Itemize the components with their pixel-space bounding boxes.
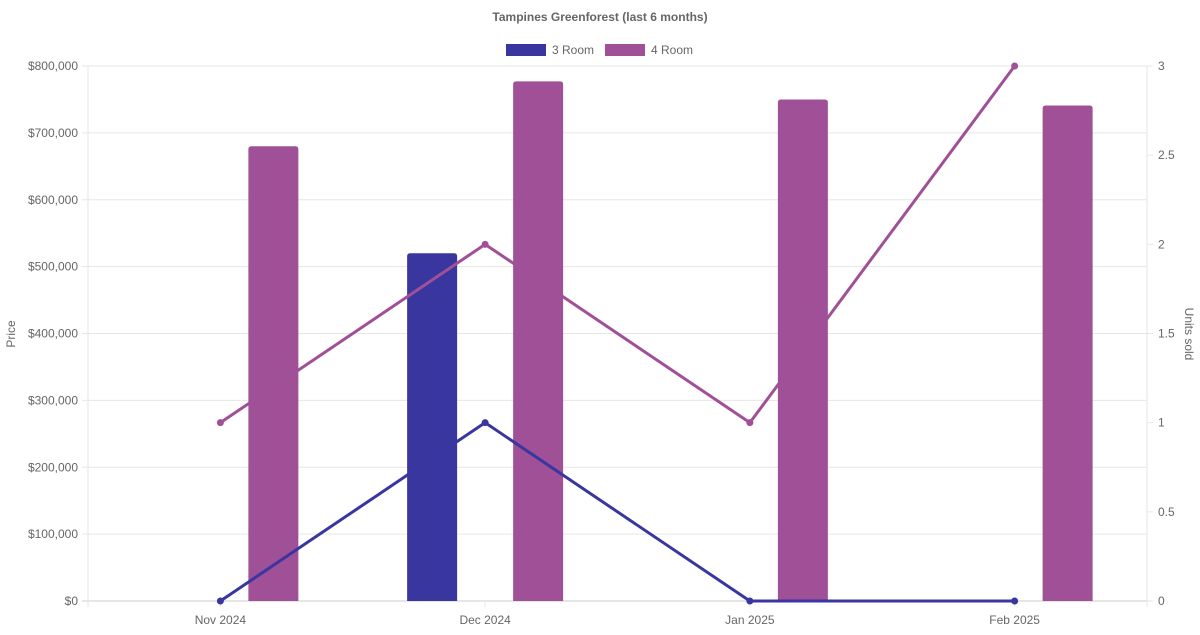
lines [216,62,1019,605]
y-right-tick-label: 1.5 [1158,327,1175,341]
y-right-tick-label: 2.5 [1158,148,1175,162]
bar-3-room[interactable] [407,253,458,601]
point-3-room[interactable] [746,597,754,605]
point-3-room[interactable] [216,597,224,605]
y-left-tick-label: $0 [65,594,79,608]
point-3-room[interactable] [481,419,489,427]
legend-label-3-room[interactable]: 3 Room [552,43,594,57]
point-4-room[interactable] [216,419,224,427]
x-tick-label: Jan 2025 [725,613,775,627]
chart-title: Tampines Greenforest (last 6 months) [492,10,707,24]
line-4-room [219,65,1016,425]
y-right-tick-label: 3 [1158,59,1165,73]
bar-4-room[interactable] [248,146,299,601]
point-4-room[interactable] [1011,62,1019,70]
y-right-tick-label: 0.5 [1158,505,1175,519]
axes: $0 $100,000 $200,000 $300,000 $400,000 $500,0… [28,59,1175,627]
y-left-tick-label: $600,000 [28,193,78,207]
y-left-tick-label: $100,000 [28,527,78,541]
y-left-tick-label: $700,000 [28,126,78,140]
y-axis-right-title: Units sold [1182,308,1196,361]
y-right-tick-label: 2 [1158,237,1165,251]
y-left-tick-label: $500,000 [28,260,78,274]
legend[interactable]: 3 Room 4 Room [506,43,693,57]
y-axis-left-title: Price [4,320,18,348]
bar-4-room[interactable] [513,81,564,602]
y-right-tick-label: 0 [1158,594,1165,608]
point-4-room[interactable] [746,419,754,427]
x-tick-label: Nov 2024 [195,613,247,627]
bars [248,81,1093,602]
y-left-tick-label: $200,000 [28,460,78,474]
y-right-tick-label: 1 [1158,416,1165,430]
x-tick-label: Dec 2024 [459,613,511,627]
legend-swatch-4-room [605,44,645,56]
legend-swatch-3-room [506,44,546,56]
x-tick-label: Feb 2025 [989,613,1040,627]
line-3-room [219,421,1015,603]
point-3-room[interactable] [1011,597,1019,605]
y-left-tick-label: $800,000 [28,59,78,73]
point-4-room[interactable] [481,240,489,248]
legend-label-4-room[interactable]: 4 Room [651,43,693,57]
y-left-tick-label: $400,000 [28,327,78,341]
y-left-tick-label: $300,000 [28,393,78,407]
bar-4-room[interactable] [1042,105,1093,602]
grid [82,65,1153,607]
